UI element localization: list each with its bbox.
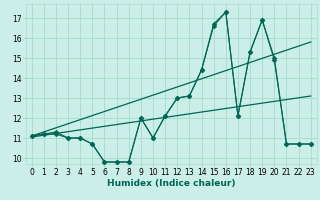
X-axis label: Humidex (Indice chaleur): Humidex (Indice chaleur) — [107, 179, 236, 188]
